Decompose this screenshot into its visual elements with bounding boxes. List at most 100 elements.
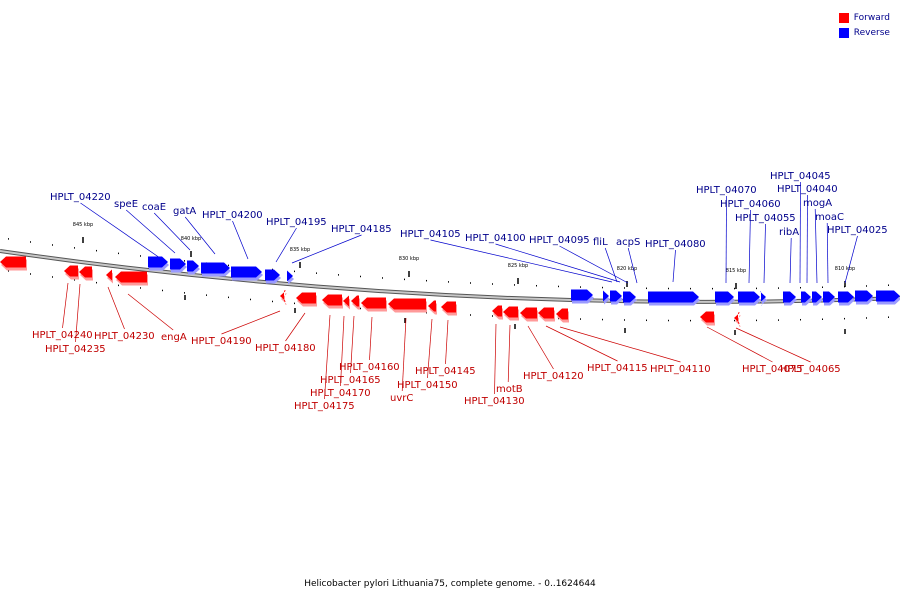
gene-label-reverse: gatA	[173, 206, 196, 217]
minor-tick-upper	[140, 255, 141, 257]
gene-label-reverse: HPLT_04100	[465, 233, 526, 244]
leader-line-reverse	[763, 223, 766, 284]
scale-tick-label: 845 kbp	[73, 222, 93, 228]
leader-line-forward	[221, 310, 281, 335]
minor-tick-lower	[184, 292, 185, 294]
gene-label-reverse: HPLT_04045	[770, 171, 831, 182]
leader-line-reverse	[627, 247, 638, 284]
label-leader-lines	[62, 181, 858, 400]
leader-line-forward	[285, 312, 306, 342]
scale-tick-label: 840 kbp	[181, 236, 201, 242]
leader-line-forward	[706, 326, 773, 363]
minor-tick-upper	[316, 272, 317, 274]
minor-tick-upper	[536, 284, 537, 287]
minor-tick-lower	[690, 319, 691, 322]
gene-label-forward: HPLT_04180	[255, 343, 316, 354]
minor-tick-upper	[338, 274, 339, 276]
minor-tick-upper	[734, 287, 735, 290]
leader-line-reverse	[495, 243, 621, 283]
gene-arrow-forward	[610, 290, 622, 302]
minor-tick-lower	[558, 317, 559, 320]
gene-label-reverse: ribA	[779, 227, 799, 238]
gene-label-reverse: HPLT_04220	[50, 192, 111, 203]
leader-line-reverse	[430, 239, 613, 283]
leader-line-forward	[107, 286, 125, 330]
minor-tick-lower	[52, 276, 53, 278]
leader-line-reverse	[799, 181, 801, 284]
gene-label-forward: HPLT_04170	[310, 388, 371, 399]
leader-line-reverse	[275, 227, 297, 263]
minor-tick-lower	[294, 302, 295, 305]
leader-line-reverse	[184, 216, 216, 255]
backbone-line	[0, 250, 900, 303]
minor-tick-lower	[140, 287, 141, 289]
leader-line-forward	[507, 324, 511, 383]
leader-line-forward	[340, 315, 345, 387]
minor-tick-upper	[492, 283, 493, 285]
minor-tick-lower	[162, 289, 163, 292]
gene-label-reverse: HPLT_04105	[400, 229, 461, 240]
minor-tick-lower	[206, 294, 207, 296]
forward-swatch	[838, 12, 849, 23]
leader-line-reverse	[844, 235, 858, 284]
leader-line-reverse	[725, 195, 727, 284]
minor-tick-upper	[778, 287, 779, 289]
gene-label-forward: uvrC	[390, 393, 413, 404]
minor-tick-upper	[668, 287, 669, 290]
gene-arrow-reverse	[106, 269, 112, 281]
minor-tick-upper	[470, 282, 471, 284]
gene-arrow-forward	[715, 291, 734, 303]
leader-line-reverse	[291, 234, 362, 264]
minor-tick-lower	[624, 319, 625, 321]
scale-ticks: 845 kbp 840 kbp 835 kbp 830 kbp 825 kbp 820 k…	[8, 222, 889, 335]
gene-arrow-forward	[287, 270, 293, 282]
gene-arrow-reverse	[700, 311, 714, 323]
gene-arrow-forward	[801, 291, 811, 303]
leader-line-forward	[527, 325, 554, 370]
gene-label-reverse: HPLT_04055	[735, 213, 796, 224]
gene-arrow-reverse	[734, 312, 740, 324]
minor-tick-lower	[734, 319, 735, 322]
gene-arrow-forward	[231, 266, 262, 278]
legend-item-forward: Forward	[838, 10, 890, 25]
minor-tick-lower	[250, 298, 251, 301]
minor-tick-lower	[492, 315, 493, 317]
genome-caption: Helicobacter pylori Lithuania75, complet…	[304, 579, 596, 589]
gene-arrow-reverse	[351, 295, 359, 307]
minor-tick-upper	[448, 281, 449, 283]
minor-tick-upper	[690, 287, 691, 290]
leader-line-forward	[427, 318, 433, 379]
leader-line-reverse	[748, 209, 751, 284]
minor-tick-lower	[272, 300, 273, 303]
gene-label-forward: HPLT_04165	[320, 375, 381, 386]
minor-tick-upper	[360, 275, 361, 278]
minor-tick-upper	[624, 287, 625, 289]
gene-arrow-reverse	[492, 305, 502, 317]
leader-line-reverse	[232, 220, 249, 260]
minor-tick-lower	[888, 316, 889, 318]
minor-tick-upper	[712, 287, 713, 290]
gene-arrow-forward	[148, 256, 168, 268]
leader-line-reverse	[826, 222, 829, 284]
minor-tick-lower	[800, 318, 801, 321]
gene-label-forward: motB	[496, 384, 523, 395]
gene-label-forward: HPLT_04230	[94, 331, 155, 342]
gene-arrow-reverse	[388, 298, 426, 310]
leader-line-forward	[369, 316, 373, 361]
minor-tick-upper	[272, 268, 273, 271]
reverse-swatch	[838, 27, 849, 38]
gene-arrow-forward	[760, 291, 766, 303]
minor-tick-upper	[30, 241, 31, 243]
gene-arrow-reverse	[296, 292, 316, 304]
gene-arrow-forward	[170, 258, 186, 270]
leader-line-forward	[75, 283, 81, 343]
gene-label-reverse: speE	[114, 199, 138, 210]
minor-tick-upper	[558, 285, 559, 288]
gene-arrow-reverse	[0, 256, 26, 268]
leader-line-forward	[559, 326, 681, 363]
gene-label-reverse: coaE	[142, 202, 166, 213]
scale-tick-label: 820 kbp	[617, 266, 637, 272]
minor-tick-lower	[822, 318, 823, 320]
